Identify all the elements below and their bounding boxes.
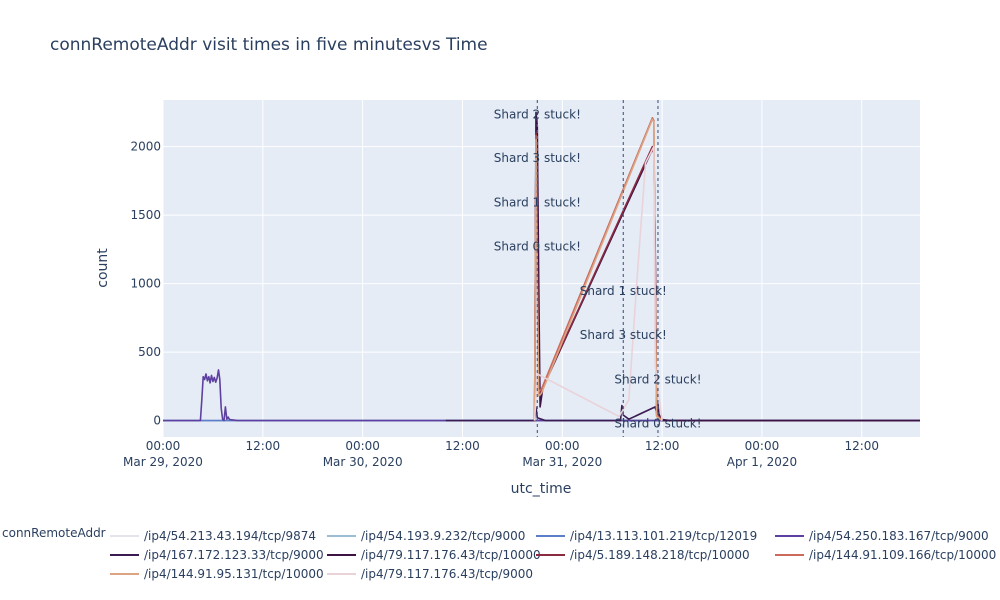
series-line-10: [533, 145, 663, 421]
x-axis-title: utc_time: [511, 481, 572, 497]
x-tick-label: 12:00: [844, 439, 879, 453]
legend: connRemoteAddr /ip4/54.213.43.194/tcp/98…: [2, 526, 996, 581]
shard-annotation: Shard 2 stuck!: [494, 107, 581, 121]
x-tick-date-label: Mar 29, 2020: [123, 455, 203, 469]
series-group: [163, 111, 920, 422]
legend-title: connRemoteAddr: [2, 526, 106, 540]
y-tick-label: 0: [153, 414, 161, 428]
legend-item-label: /ip4/144.91.109.166/tcp/10000: [809, 548, 996, 562]
chart-title: connRemoteAddr visit times in five minut…: [50, 35, 488, 55]
x-tick-date-label: Mar 31, 2020: [522, 455, 602, 469]
legend-item-label: /ip4/54.193.9.232/tcp/9000: [361, 529, 525, 543]
legend-item-label: /ip4/13.113.101.219/tcp/12019: [570, 529, 757, 543]
x-tick-date-label: Mar 30, 2020: [323, 455, 403, 469]
series-line-4: [163, 369, 920, 422]
legend-item-label: /ip4/54.213.43.194/tcp/9874: [144, 529, 316, 543]
x-tick-label: 00:00: [345, 439, 380, 453]
x-tick-label: 12:00: [445, 439, 480, 453]
shard-annotation: Shard 1 stuck!: [580, 284, 667, 298]
legend-item-label: /ip4/144.91.95.131/tcp/10000: [144, 567, 324, 581]
x-ticks: 00:00 Mar 29, 2020 12:00 00:00 Mar 30, 2020 1…: [123, 439, 879, 469]
y-tick-label: 500: [138, 345, 161, 359]
legend-item-label: /ip4/79.117.176.43/tcp/10000: [361, 548, 541, 562]
y-tick-label: 1500: [130, 208, 161, 222]
shard-annotation: Shard 1 stuck!: [494, 196, 581, 210]
y-axis-title: count: [95, 248, 111, 288]
x-tick-label: 00:00: [545, 439, 580, 453]
x-tick-date-label: Apr 1, 2020: [727, 455, 797, 469]
shard-annotation: Shard 0 stuck!: [614, 416, 701, 430]
y-ticks: 0 500 1000 1500 2000: [130, 140, 161, 428]
legend-item-label: /ip4/79.117.176.43/tcp/9000: [361, 567, 533, 581]
x-tick-label: 12:00: [246, 439, 281, 453]
series-line-9: [533, 118, 663, 422]
y-tick-label: 2000: [130, 140, 161, 154]
shard-annotation: Shard 3 stuck!: [494, 151, 581, 165]
x-tick-label: 00:00: [745, 439, 780, 453]
annotations-group: Shard 2 stuck! Shard 3 stuck! Shard 1 stuc…: [494, 107, 702, 430]
x-tick-label: 12:00: [645, 439, 680, 453]
x-tick-label: 00:00: [146, 439, 181, 453]
vlines-group: [536, 100, 659, 437]
legend-item-label: /ip4/54.250.183.167/tcp/9000: [809, 529, 989, 543]
shard-annotation: Shard 2 stuck!: [614, 372, 701, 386]
legend-item-label: /ip4/5.189.148.218/tcp/10000: [570, 548, 750, 562]
plot-area: [163, 100, 920, 437]
shard-annotation: Shard 3 stuck!: [580, 328, 667, 342]
y-tick-label: 1000: [130, 277, 161, 291]
shard-annotation: Shard 0 stuck!: [494, 240, 581, 254]
legend-item-label: /ip4/167.172.123.33/tcp/9000: [144, 548, 324, 562]
